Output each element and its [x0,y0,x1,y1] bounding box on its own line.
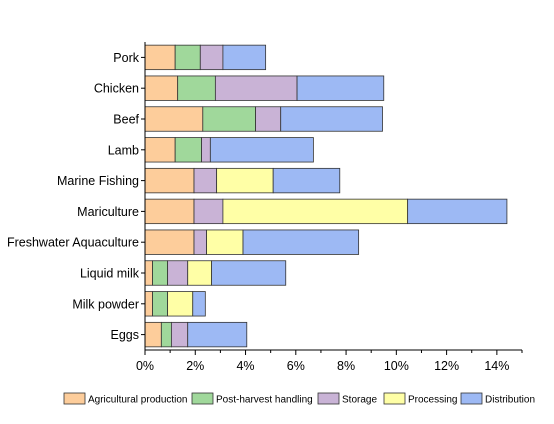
bar-segment-liquid-milk-distribution [211,260,287,286]
category-label: Lamb [108,143,139,157]
legend-label: Processing [408,395,457,406]
bar-segment-freshwater-aquaculture-processing [206,229,244,255]
bar-segment-eggs-distribution [187,321,248,348]
legend: Agricultural production Post-harvest hand… [63,392,535,406]
bar-segment-milk-powder-agricultural-production [144,291,153,317]
bar-segment-lamb-storage [201,137,211,163]
bar-segment-beef-post-harvest-handling [202,106,256,132]
bar-segment-eggs-storage [170,321,189,348]
bar-segment-chicken-post-harvest-handling [177,75,216,101]
x-tick-label: 12% [434,359,459,373]
bar-segment-chicken-storage [214,75,298,101]
bar-segment-milk-powder-processing [167,291,194,317]
bar-segment-lamb-agricultural-production [144,137,176,163]
bar-segment-eggs-agricultural-production [144,321,162,348]
category-label: Freshwater Aquaculture [7,236,139,250]
legend-label: Storage [342,395,377,406]
x-axis-ticks: 0% 2% 4% 6% 8% 10% 12% 14% [136,350,523,373]
category-label: Liquid milk [80,267,140,281]
bar-segment-pork-distribution [222,44,267,71]
bar-segment-liquid-milk-post-harvest-handling [152,260,169,286]
x-tick-label: 8% [337,359,355,373]
axes [141,42,522,351]
bar-segment-lamb-distribution [209,137,314,163]
x-tick-label: 0% [136,359,154,373]
bar-segment-mariculture-processing [222,198,409,225]
bar-segment-freshwater-aquaculture-distribution [242,229,360,255]
bars-layer [144,44,508,348]
bar-segment-marine-fishing-agricultural-production [144,167,195,194]
bar-segment-chicken-agricultural-production [144,75,179,101]
category-label: Mariculture [77,205,139,219]
category-labels: Pork Chicken Beef Lamb Marine Fishing Maricul… [7,51,140,342]
category-label: Marine Fishing [57,174,139,188]
x-tick-label: 10% [384,359,409,373]
bar-segment-marine-fishing-processing [216,167,274,194]
bar-segment-pork-post-harvest-handling [174,44,201,71]
legend-swatch [63,392,86,405]
bar-segment-beef-agricultural-production [144,106,204,132]
bar-segment-liquid-milk-processing [187,260,213,286]
category-label: Chicken [94,82,139,96]
bar-segment-lamb-post-harvest-handling [174,137,202,163]
bar-segment-mariculture-distribution [407,198,508,225]
bar-segment-pork-agricultural-production [144,44,176,71]
legend-label: Distribution [485,395,535,406]
bar-segment-mariculture-agricultural-production [144,198,195,225]
bar-segment-beef-distribution [280,106,383,132]
bar-segment-milk-powder-distribution [192,291,206,317]
bar-segment-freshwater-aquaculture-agricultural-production [144,229,195,255]
category-label: Milk powder [72,297,139,311]
x-tick-label: 14% [484,359,509,373]
bar-segment-marine-fishing-storage [193,167,218,194]
x-tick-label: 4% [236,359,254,373]
bar-segment-pork-storage [199,44,224,71]
legend-swatch [317,392,340,405]
category-label: Pork [113,51,139,65]
bar-segment-freshwater-aquaculture-storage [193,229,207,255]
legend-label: Post-harvest handling [216,395,313,406]
bar-segment-milk-powder-post-harvest-handling [152,291,169,317]
bar-segment-marine-fishing-distribution [272,167,341,194]
x-tick-label: 2% [186,359,204,373]
legend-swatch [191,392,214,405]
bar-segment-liquid-milk-agricultural-production [144,260,153,286]
legend-swatch [383,392,406,405]
bar-segment-chicken-distribution [296,75,385,101]
bar-segment-liquid-milk-storage [167,260,189,286]
bar-segment-eggs-post-harvest-handling [160,321,172,348]
category-label: Eggs [111,328,140,342]
legend-label: Agricultural production [88,395,188,406]
bar-segment-beef-storage [255,106,282,132]
category-label: Beef [113,113,139,127]
bar-segment-mariculture-storage [193,198,224,225]
legend-swatch [460,392,483,405]
x-tick-label: 6% [287,359,305,373]
